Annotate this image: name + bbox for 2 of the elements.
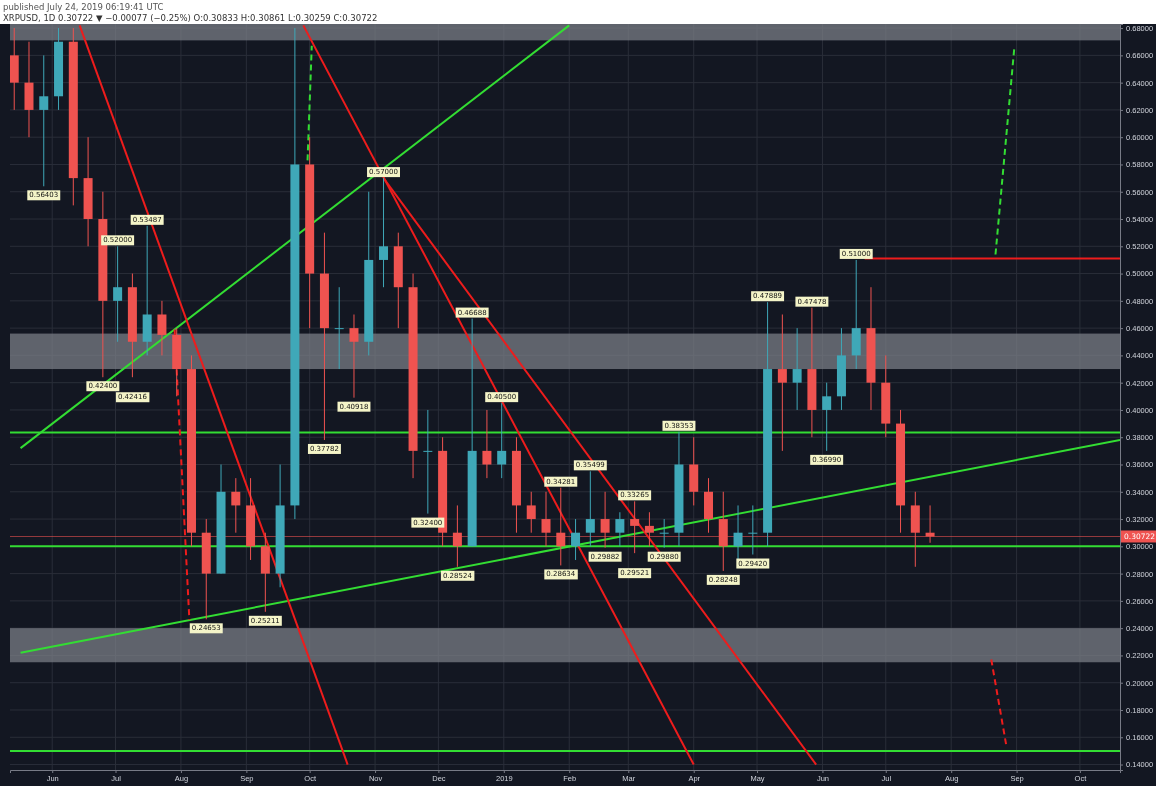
chart-subtitle: XRPUSD, 1D 0.30722 ▼ −0.00077 (−0.25%) O:0.30833 H:0.30861 L:0.30259 C:0.30722 bbox=[3, 13, 378, 23]
chart-title: published July 24, 2019 06:19:41 UTC bbox=[3, 2, 164, 12]
